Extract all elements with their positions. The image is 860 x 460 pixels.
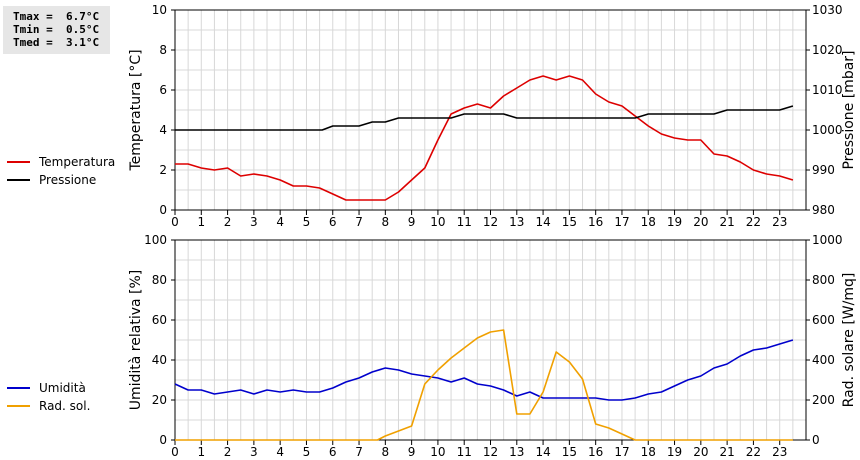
y2-tick-label: 980 bbox=[812, 203, 835, 217]
y-tick-label: 40 bbox=[152, 353, 167, 367]
x-tick-label: 18 bbox=[641, 215, 656, 229]
x-tick-label: 5 bbox=[303, 215, 311, 229]
y2-tick-label: 400 bbox=[812, 353, 835, 367]
y2-tick-label: 200 bbox=[812, 393, 835, 407]
x-tick-label: 11 bbox=[457, 215, 472, 229]
y-tick-label: 6 bbox=[159, 83, 167, 97]
x-tick-label: 17 bbox=[614, 445, 629, 459]
y-axis-label: Temperatura [°C] bbox=[128, 49, 144, 171]
x-tick-label: 9 bbox=[408, 215, 416, 229]
chart-panel-2: 0 1 2 3 4 5 6 7 8 9 10 11 12 13 14 15 16 17 18 19 20 21 22 2302… bbox=[7, 233, 857, 459]
legend-label: Umidità bbox=[39, 381, 86, 395]
y2-axis-label: Pressione [mbar] bbox=[841, 50, 857, 169]
x-tick-label: 23 bbox=[772, 215, 787, 229]
x-tick-label: 18 bbox=[641, 445, 656, 459]
x-tick-label: 0 bbox=[171, 445, 179, 459]
series-line-umidit bbox=[174, 339, 794, 401]
x-tick-label: 7 bbox=[355, 215, 363, 229]
legend-label: Pressione bbox=[39, 173, 96, 187]
y-tick-label: 8 bbox=[159, 43, 167, 57]
y2-tick-label: 1020 bbox=[812, 43, 843, 57]
x-tick-label: 21 bbox=[719, 445, 734, 459]
x-tick-label: 8 bbox=[382, 215, 390, 229]
x-tick-label: 10 bbox=[430, 445, 445, 459]
series-line-pressione bbox=[175, 105, 794, 131]
series-line-temperatura bbox=[175, 75, 794, 201]
y-tick-label: 60 bbox=[152, 313, 167, 327]
x-tick-label: 19 bbox=[667, 445, 682, 459]
legend-label: Rad. sol. bbox=[39, 399, 90, 413]
x-tick-label: 20 bbox=[693, 445, 708, 459]
x-tick-label: 3 bbox=[250, 445, 258, 459]
x-tick-label: 13 bbox=[509, 445, 524, 459]
x-tick-label: 17 bbox=[614, 215, 629, 229]
x-tick-label: 4 bbox=[276, 215, 284, 229]
x-tick-label: 10 bbox=[430, 215, 445, 229]
y2-tick-label: 1030 bbox=[812, 3, 843, 17]
x-tick-label: 16 bbox=[588, 215, 603, 229]
x-tick-label: 14 bbox=[535, 215, 550, 229]
y2-tick-label: 1000 bbox=[812, 233, 843, 247]
x-tick-label: 1 bbox=[197, 445, 205, 459]
x-tick-label: 15 bbox=[562, 445, 577, 459]
x-tick-label: 6 bbox=[329, 215, 337, 229]
x-tick-label: 22 bbox=[746, 215, 761, 229]
x-tick-label: 4 bbox=[276, 445, 284, 459]
tmed-stat: Tmed = 3.1°C bbox=[13, 36, 100, 49]
y-tick-label: 80 bbox=[152, 273, 167, 287]
y2-tick-label: 990 bbox=[812, 163, 835, 177]
x-tick-label: 12 bbox=[483, 215, 498, 229]
x-tick-label: 2 bbox=[224, 215, 232, 229]
x-tick-label: 5 bbox=[303, 445, 311, 459]
x-tick-label: 15 bbox=[562, 215, 577, 229]
x-tick-label: 16 bbox=[588, 445, 603, 459]
y-tick-label: 10 bbox=[152, 3, 167, 17]
x-tick-label: 7 bbox=[355, 445, 363, 459]
y2-tick-label: 600 bbox=[812, 313, 835, 327]
x-tick-label: 8 bbox=[382, 445, 390, 459]
x-tick-label: 22 bbox=[746, 445, 761, 459]
x-tick-label: 23 bbox=[772, 445, 787, 459]
y-tick-label: 100 bbox=[144, 233, 167, 247]
chart-panel-1: 0 1 2 3 4 5 6 7 8 9 10 11 12 13 14 15 16 17 18 19 20 21 22 2302… bbox=[7, 3, 857, 229]
x-tick-label: 0 bbox=[171, 215, 179, 229]
x-tick-label: 3 bbox=[250, 215, 258, 229]
y2-tick-label: 1010 bbox=[812, 83, 843, 97]
y2-tick-label: 1000 bbox=[812, 123, 843, 137]
x-tick-label: 20 bbox=[693, 215, 708, 229]
stats-box: Tmax = 6.7°C Tmin = 0.5°C Tmed = 3.1°C bbox=[3, 6, 110, 54]
series-line-rad-sol bbox=[175, 329, 793, 441]
y-axis-label: Umidità relativa [%] bbox=[128, 270, 144, 411]
y-tick-label: 0 bbox=[159, 433, 167, 447]
x-tick-label: 19 bbox=[667, 215, 682, 229]
x-tick-label: 6 bbox=[329, 445, 337, 459]
y-tick-label: 20 bbox=[152, 393, 167, 407]
x-tick-label: 12 bbox=[483, 445, 498, 459]
x-tick-label: 9 bbox=[408, 445, 416, 459]
y-tick-label: 2 bbox=[159, 163, 167, 177]
y2-axis-label: Rad. solare [W/mq] bbox=[841, 273, 857, 408]
tmin-stat: Tmin = 0.5°C bbox=[13, 23, 100, 36]
x-tick-label: 2 bbox=[224, 445, 232, 459]
y-tick-label: 0 bbox=[159, 203, 167, 217]
tmax-stat: Tmax = 6.7°C bbox=[13, 10, 100, 23]
x-tick-label: 1 bbox=[197, 215, 205, 229]
y2-tick-label: 800 bbox=[812, 273, 835, 287]
x-tick-label: 14 bbox=[535, 445, 550, 459]
y2-tick-label: 0 bbox=[812, 433, 820, 447]
x-tick-label: 11 bbox=[457, 445, 472, 459]
y-tick-label: 4 bbox=[159, 123, 167, 137]
legend-label: Temperatura bbox=[38, 155, 115, 169]
x-tick-label: 13 bbox=[509, 215, 524, 229]
x-tick-label: 21 bbox=[719, 215, 734, 229]
